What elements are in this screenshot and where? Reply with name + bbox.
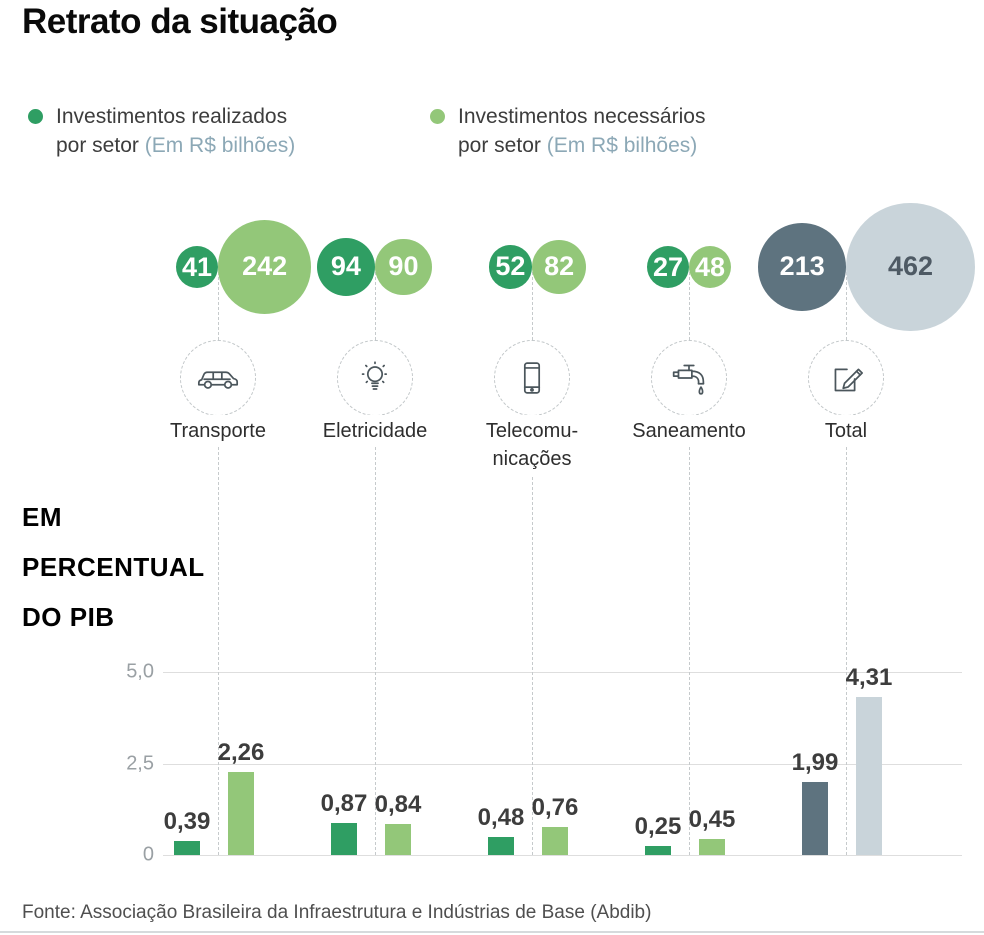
- bar-value-label-needed-total: 4,31: [845, 664, 893, 691]
- legend-label-realized: Investimentos realizados por setor (Em R…: [56, 102, 295, 160]
- bar-needed-eletricidade: [385, 824, 411, 855]
- bar-realized-eletricidade: [331, 823, 357, 855]
- sector-guide-line-telecomunicacoes: [532, 267, 533, 855]
- bubble-needed-transporte: 242: [218, 220, 312, 314]
- pib-line3: DO PIB: [22, 602, 115, 632]
- bubble-needed-telecomunicacoes: 82: [532, 239, 587, 295]
- sector-label-saneamento: Saneamento: [604, 415, 774, 447]
- bar-value-label-realized-saneamento: 0,25: [634, 813, 682, 840]
- lightbulb-icon: [352, 355, 398, 401]
- sector-label-total: Total: [761, 415, 931, 447]
- bar-value-label-needed-saneamento: 0,45: [688, 806, 736, 833]
- sector-label-eletricidade: Eletricidade: [290, 415, 460, 447]
- sector-guide-line-transporte: [218, 267, 219, 855]
- sector-guide-line-saneamento: [689, 267, 690, 855]
- legend-needed-line2: por setor: [458, 134, 541, 157]
- car-icon: [195, 355, 241, 401]
- sector-label-line: Saneamento: [632, 420, 746, 442]
- bubble-realized-total: 213: [758, 223, 846, 311]
- bar-realized-saneamento: [645, 846, 671, 855]
- sector-icon-circle-telecomunicacoes: [494, 340, 570, 416]
- bar-value-label-realized-total: 1,99: [791, 749, 839, 776]
- bar-needed-telecomunicacoes: [542, 827, 568, 855]
- pencil-icon: [823, 355, 869, 401]
- bubble-realized-saneamento: 27: [647, 246, 689, 288]
- legend-realized-line1: Investimentos realizados: [56, 105, 288, 128]
- y-tick-label: 2,5: [126, 752, 154, 774]
- sector-guide-line-eletricidade: [375, 267, 376, 855]
- legend-dot-realized-icon: [28, 109, 43, 124]
- gridline-5,0: [163, 672, 962, 673]
- sector-guide-line-total: [846, 267, 847, 855]
- pib-line1: EM: [22, 502, 62, 532]
- sector-label-line: nicações: [492, 448, 572, 470]
- legend-realized-line2: por setor: [56, 134, 139, 157]
- bar-value-label-realized-telecomunicacoes: 0,48: [477, 804, 525, 831]
- legend-realized-unit: (Em R$ bilhões): [144, 134, 296, 157]
- bottom-divider: [0, 931, 984, 933]
- smartphone-icon: [509, 355, 555, 401]
- bubble-realized-eletricidade: 94: [316, 237, 375, 297]
- bar-realized-telecomunicacoes: [488, 837, 514, 855]
- sector-icon-circle-transporte: [180, 340, 256, 416]
- bar-needed-transporte: [228, 772, 254, 855]
- y-tick-label: 5,0: [126, 660, 154, 683]
- page-title: Retrato da situação: [22, 2, 338, 41]
- pib-axis-title: EM PERCENTUAL DO PIB: [22, 492, 205, 642]
- sector-icon-circle-total: [808, 340, 884, 416]
- sector-label-transporte: Transporte: [133, 415, 303, 447]
- bubble-realized-telecomunicacoes: 52: [488, 245, 532, 289]
- sector-label-line: Total: [824, 420, 868, 442]
- bar-value-label-needed-eletricidade: 0,84: [374, 791, 422, 818]
- bar-needed-saneamento: [699, 839, 725, 855]
- legend-label-needed: Investimentos necessários por setor (Em …: [458, 102, 705, 160]
- bubble-needed-saneamento: 48: [689, 246, 731, 288]
- bubble-needed-eletricidade: 90: [375, 238, 432, 296]
- sector-label-telecomunicacoes: Telecomu-nicações: [447, 415, 617, 475]
- legend-needed-unit: (Em R$ bilhões): [546, 134, 698, 157]
- sector-icon-circle-saneamento: [651, 340, 727, 416]
- bar-realized-total: [802, 782, 828, 855]
- bar-value-label-realized-transporte: 0,39: [163, 808, 211, 835]
- pib-line2: PERCENTUAL: [22, 552, 205, 582]
- y-tick-label: 0: [142, 843, 154, 866]
- bar-needed-total: [856, 697, 882, 855]
- bar-realized-transporte: [174, 841, 200, 855]
- sector-label-line: Telecomu-: [485, 420, 579, 442]
- gridline-0: [163, 855, 962, 856]
- bubble-realized-transporte: 41: [176, 246, 218, 288]
- legend-dot-needed-icon: [430, 109, 445, 124]
- legend-item-needed: Investimentos necessários por setor (Em …: [430, 102, 705, 160]
- sector-label-line: Eletricidade: [322, 420, 428, 442]
- source-note: Fonte: Associação Brasileira da Infraest…: [22, 902, 652, 923]
- sector-icon-circle-eletricidade: [337, 340, 413, 416]
- bar-value-label-realized-eletricidade: 0,87: [320, 790, 368, 817]
- bar-value-label-needed-transporte: 2,26: [217, 739, 265, 766]
- legend-item-realized: Investimentos realizados por setor (Em R…: [28, 102, 295, 160]
- sector-label-line: Transporte: [170, 420, 266, 442]
- gridline-2,5: [163, 763, 962, 765]
- legend-needed-line1: Investimentos necessários: [458, 105, 706, 128]
- faucet-icon: [666, 355, 712, 401]
- bar-value-label-needed-telecomunicacoes: 0,76: [531, 794, 579, 821]
- bubble-needed-total: 462: [846, 202, 975, 332]
